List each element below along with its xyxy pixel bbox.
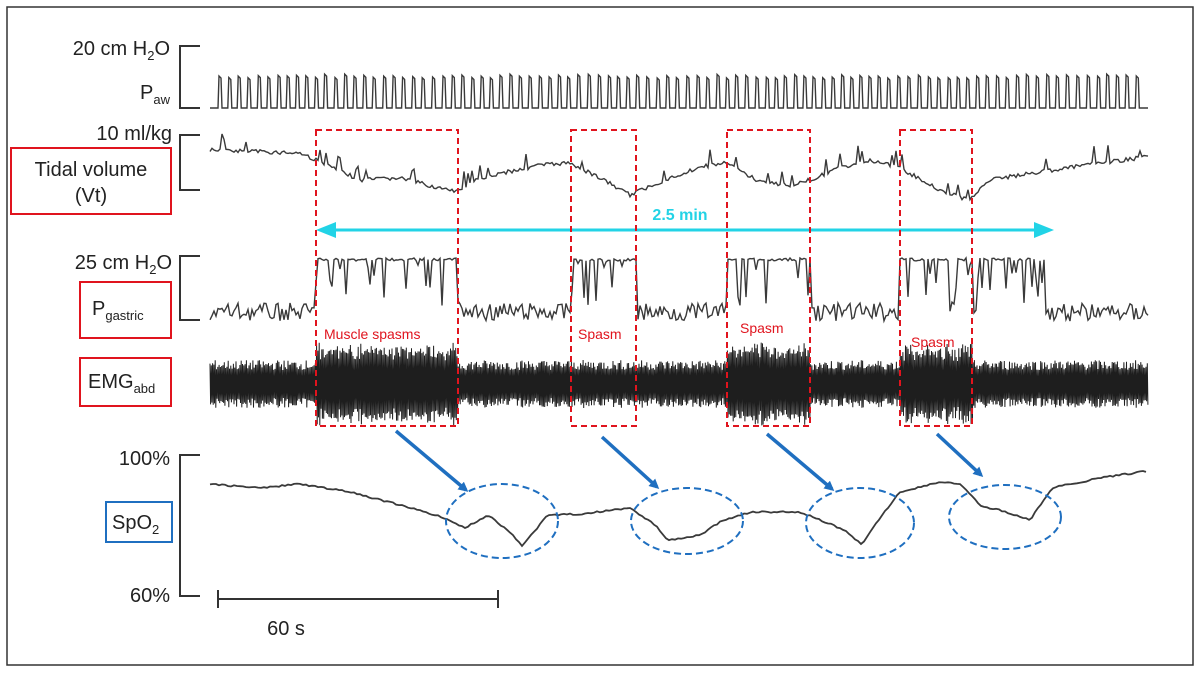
desat-arrow-4 <box>935 432 984 478</box>
desat-ellipse-1 <box>445 483 559 559</box>
paw-scale-tail: O <box>154 38 170 60</box>
duration-label: 2.5 min <box>652 207 707 224</box>
spo2-name-box <box>105 501 173 543</box>
vt-name-box <box>10 147 172 215</box>
pgastric-scale-sub: 2 <box>149 262 156 277</box>
pgastric-scale-tail: O <box>156 252 172 274</box>
spasm-box-1 <box>315 129 459 427</box>
pgastric-scale-bracket <box>179 255 200 321</box>
vt-scale-label: 10 ml/kg <box>96 123 172 145</box>
paw-label: 20 cm H2O Paw <box>73 38 171 107</box>
pgastric-name-main: P <box>92 298 105 320</box>
svg-text:Paw: Paw <box>140 82 171 107</box>
paw-trace <box>210 72 1148 109</box>
emg-name-sub: abd <box>134 381 156 396</box>
spasm-label-3: Spasm <box>740 320 784 336</box>
vt-scale-bracket <box>179 134 200 191</box>
svg-text:20 cm H2O: 20 cm H2O <box>73 38 170 63</box>
spasm-label-4: Spasm <box>911 334 955 350</box>
spo2-tick-top: 100% <box>119 448 170 470</box>
paw-scale-main: 20 cm H <box>73 38 147 60</box>
pgastric-scale-main: 25 cm H <box>75 252 149 274</box>
paw-name-main: P <box>140 82 153 104</box>
pgastric-name-sub: gastric <box>105 308 144 323</box>
desat-arrow-1 <box>394 429 469 492</box>
emg-name-main: EMG <box>88 371 134 393</box>
desat-arrow-3 <box>765 432 835 491</box>
duration-arrow <box>316 222 1054 238</box>
pgastric-trace <box>209 256 1149 324</box>
spasm-label-2: Spasm <box>578 326 622 342</box>
desat-ellipse-3 <box>805 487 915 559</box>
time-scale-bar <box>217 590 499 608</box>
spasm-box-3 <box>726 129 811 427</box>
emg-name-box <box>79 357 172 407</box>
spo2-name-main: SpO <box>112 512 152 534</box>
paw-scale-bracket <box>179 45 200 109</box>
desat-ellipse-4 <box>948 484 1062 550</box>
spo2-axis <box>179 454 200 597</box>
pgastric-name: Pgastric <box>92 298 144 323</box>
time-scale-label: 60 s <box>267 618 305 640</box>
spo2-name-sub: 2 <box>152 522 159 537</box>
pgastric-name-box <box>79 281 172 339</box>
vt-trace <box>209 133 1149 202</box>
spasm-box-2 <box>570 129 637 427</box>
desat-ellipse-2 <box>630 487 744 555</box>
emg-trace <box>209 342 1149 426</box>
spo2-tick-bottom: 60% <box>130 585 170 607</box>
pgastric-scale-label: 25 cm H2O <box>75 252 172 277</box>
desat-arrow-2 <box>600 435 660 490</box>
spasm-box-4 <box>899 129 973 427</box>
emg-name: EMGabd <box>88 371 155 396</box>
figure-frame <box>6 6 1194 666</box>
paw-scale-sub: 2 <box>147 48 154 63</box>
spo2-trace <box>209 470 1147 548</box>
vt-name-line2: (Vt) <box>75 185 107 207</box>
vt-name-line1: Tidal volume <box>35 159 148 181</box>
spasm-label-1: Muscle spasms <box>324 326 420 342</box>
spo2-name: SpO2 <box>112 512 159 537</box>
paw-name-sub: aw <box>153 92 170 107</box>
